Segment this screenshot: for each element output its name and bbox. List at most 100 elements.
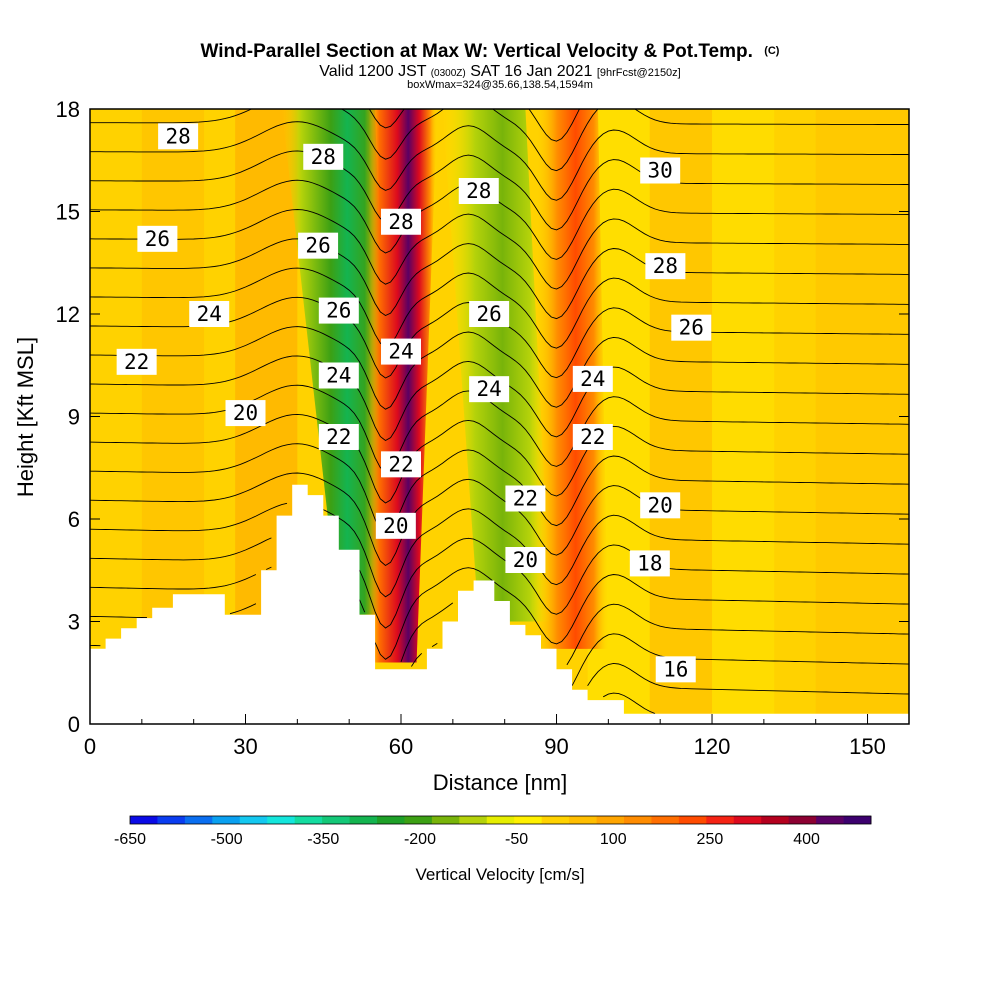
contour-label-26: 16 — [655, 656, 696, 683]
contour-label-12: 24 — [318, 362, 359, 389]
colorbar-swatch-20 — [678, 816, 707, 824]
forecast-tag: [9hrFcst@2150z] — [597, 67, 681, 79]
contour-label-9: 26 — [469, 301, 510, 327]
colorbar-swatch-4 — [239, 816, 268, 824]
colorbar-swatch-14 — [514, 816, 543, 824]
y-axis: 0 3 6 9 12 15 18 — [56, 97, 909, 737]
contour-label-text: 28 — [466, 179, 491, 203]
contour-label-text: 22 — [326, 425, 351, 449]
velocity-region-3 — [649, 109, 713, 724]
y-tick-label-6: 18 — [56, 97, 80, 122]
contour-label-text: 26 — [326, 299, 351, 323]
theta-contour-14 — [90, 267, 909, 349]
x-tick-label-0: 0 — [84, 734, 96, 759]
theta-contour-17 — [90, 179, 909, 260]
contour-label-text: 20 — [648, 493, 673, 517]
theta-contour-0 — [602, 692, 656, 715]
chart-subtitle: Valid 1200 JST (0300Z) SAT 16 Jan 2021 [… — [319, 63, 681, 80]
theta-contours — [90, 109, 909, 715]
contour-label-24: 20 — [640, 492, 681, 519]
contour-label-text: 28 — [165, 124, 190, 148]
contour-label-text: 24 — [326, 364, 351, 388]
colorbar-swatch-5 — [267, 816, 296, 824]
colorbar-tick-label-0: -650 — [114, 831, 146, 848]
colorbar-tick-label-4: -50 — [505, 831, 528, 848]
colorbar-swatch-2 — [184, 816, 213, 824]
updraft-band-secondary — [535, 109, 609, 649]
theta-contour-6 — [90, 502, 909, 598]
colorbar-swatch-6 — [294, 816, 323, 824]
theta-contour-1 — [587, 662, 909, 695]
contour-label-13: 24 — [381, 338, 422, 365]
contour-label-16: 22 — [116, 348, 157, 375]
theta-contour-8 — [90, 443, 909, 535]
colorbar-swatch-15 — [541, 816, 570, 824]
theta-contour-21 — [368, 109, 580, 142]
contour-label-text: 26 — [476, 302, 501, 326]
contour-label-text: 26 — [305, 234, 330, 258]
contour-label-text: 22 — [388, 452, 413, 476]
terrain — [90, 484, 909, 724]
theta-contour-19 — [90, 121, 909, 201]
contour-label-23: 20 — [505, 547, 546, 573]
title-main: Wind-Parallel Section at Max W: Vertical… — [201, 41, 753, 62]
colorbar-swatch-22 — [733, 816, 762, 824]
contour-label-text: 20 — [383, 514, 408, 538]
contour-label-text: 18 — [637, 551, 662, 575]
contour-label-14: 24 — [469, 376, 510, 403]
theta-contour-4 — [90, 566, 909, 660]
theta-contour-12 — [90, 326, 909, 410]
x-tick-label-2: 60 — [389, 734, 413, 759]
title-copyright: (C) — [764, 45, 780, 57]
theta-contour-2 — [90, 633, 909, 686]
y-tick-label-1: 3 — [68, 610, 80, 635]
y-tick-label-5: 15 — [56, 200, 80, 225]
y-tick-label-0: 0 — [68, 712, 80, 737]
colorbar-tick-label-5: 100 — [600, 831, 627, 848]
contour-label-text: 24 — [580, 367, 605, 391]
contour-label-22: 20 — [375, 512, 416, 539]
contour-label-text: 24 — [388, 340, 413, 364]
contour-label-21: 20 — [225, 400, 266, 427]
x-tick-label-1: 30 — [233, 734, 257, 759]
x-tick-label-3: 90 — [544, 734, 568, 759]
contour-label-text: 22 — [513, 487, 538, 511]
velocity-region-5 — [815, 109, 909, 724]
theta-contour-16 — [90, 209, 909, 290]
colorbar-tick-label-7: 400 — [793, 831, 820, 848]
contour-label-15: 24 — [572, 365, 613, 392]
colorbar-swatch-24 — [788, 816, 817, 824]
contour-label-0: 28 — [158, 123, 199, 150]
colorbar-tick-label-1: -500 — [211, 831, 243, 848]
colorbar-swatch-13 — [486, 816, 515, 824]
valid-utc: (0300Z) — [431, 68, 466, 79]
contour-label-text: 30 — [648, 159, 673, 183]
colorbar-swatch-21 — [706, 816, 735, 824]
contour-label-18: 22 — [381, 451, 422, 478]
colorbar-swatch-26 — [843, 816, 872, 824]
contour-label-text: 16 — [663, 657, 688, 681]
contour-label-text: 22 — [124, 350, 149, 374]
contour-label-8: 26 — [318, 297, 359, 324]
x-axis-label: Distance [nm] — [433, 770, 568, 795]
contour-label-11: 24 — [189, 301, 230, 327]
contour-label-4: 30 — [640, 157, 681, 184]
contour-label-2: 28 — [381, 208, 422, 235]
theta-contour-7 — [90, 472, 909, 567]
colorbar-swatch-0 — [130, 816, 158, 824]
colorbar-swatch-1 — [157, 816, 186, 824]
colorbar-swatch-8 — [349, 816, 378, 824]
contour-label-10: 26 — [671, 314, 712, 341]
colorbar-swatch-25 — [816, 816, 844, 824]
theta-contour-15 — [90, 238, 909, 320]
x-tick-label-5: 150 — [849, 734, 886, 759]
x-tick-label-4: 120 — [694, 734, 731, 759]
colorbar-swatch-11 — [431, 816, 460, 824]
contour-label-text: 20 — [233, 401, 258, 425]
contour-label-1: 28 — [303, 143, 344, 170]
colorbar-swatch-7 — [322, 816, 350, 824]
contour-label-5: 28 — [645, 253, 686, 280]
contour-label-text: 26 — [679, 316, 704, 340]
contour-label-text: 26 — [145, 227, 170, 251]
